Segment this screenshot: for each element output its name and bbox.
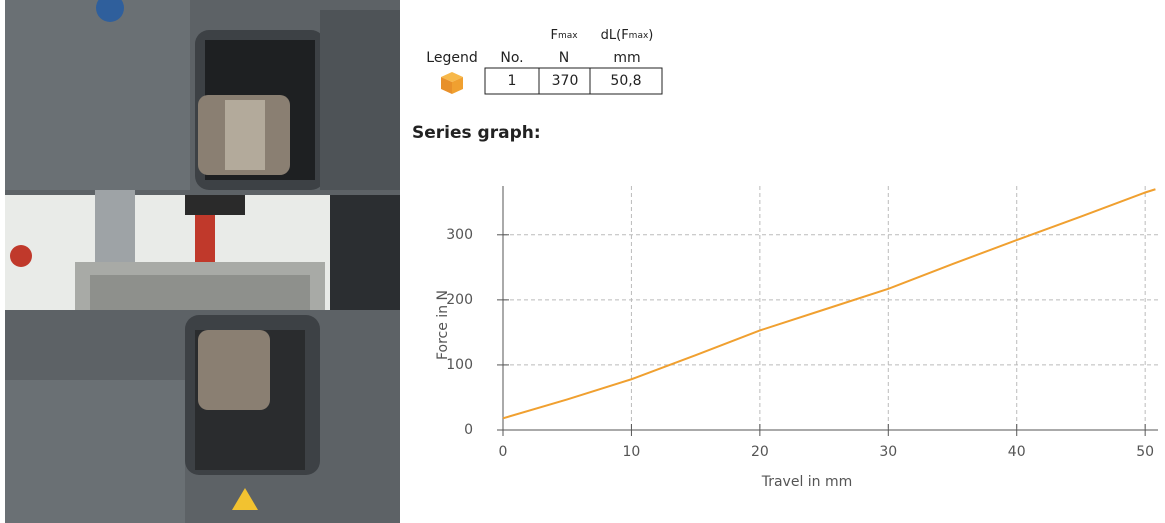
table-header: Legend [426, 50, 477, 66]
table-header: Fmax [550, 28, 578, 43]
y-tick-label: 0 [464, 422, 473, 438]
x-tick-label: 30 [879, 444, 897, 460]
x-axis-title: Travel in mm [761, 474, 853, 490]
legend-table: Legend No. Fmax N dL(Fmax) mm 1 370 50,8 [426, 28, 662, 95]
y-tick-label: 100 [446, 357, 473, 373]
data-line [503, 189, 1155, 418]
table-unit: N [559, 50, 569, 66]
header-subscript: max [558, 31, 578, 41]
table-header: dL(Fmax) [601, 28, 654, 43]
y-tick-label: 300 [446, 227, 473, 243]
section-heading: Series graph: [412, 123, 541, 143]
table-header: No. [500, 50, 523, 66]
table-cell: 370 [552, 73, 579, 89]
x-tick-label: 50 [1136, 444, 1154, 460]
x-tick-label: 40 [1008, 444, 1026, 460]
header-end: ) [648, 28, 653, 43]
x-tick-label: 20 [751, 444, 769, 460]
header-symbol: dL(F [601, 28, 629, 43]
x-tick-label: 0 [499, 444, 508, 460]
header-subscript: max [629, 31, 649, 41]
table-unit: mm [613, 50, 640, 66]
table-cell: 50,8 [610, 73, 641, 89]
table-cell: 1 [508, 73, 517, 89]
machine-photo [5, 0, 400, 523]
page: Legend No. Fmax N dL(Fmax) mm 1 370 50,8… [0, 0, 1165, 523]
x-tick-label: 10 [623, 444, 641, 460]
header-symbol: F [550, 28, 557, 43]
y-tick-label: 200 [446, 292, 473, 308]
plot: 0 100 200 300 0 10 20 30 40 50 [446, 186, 1158, 460]
legend-icon [441, 72, 463, 94]
